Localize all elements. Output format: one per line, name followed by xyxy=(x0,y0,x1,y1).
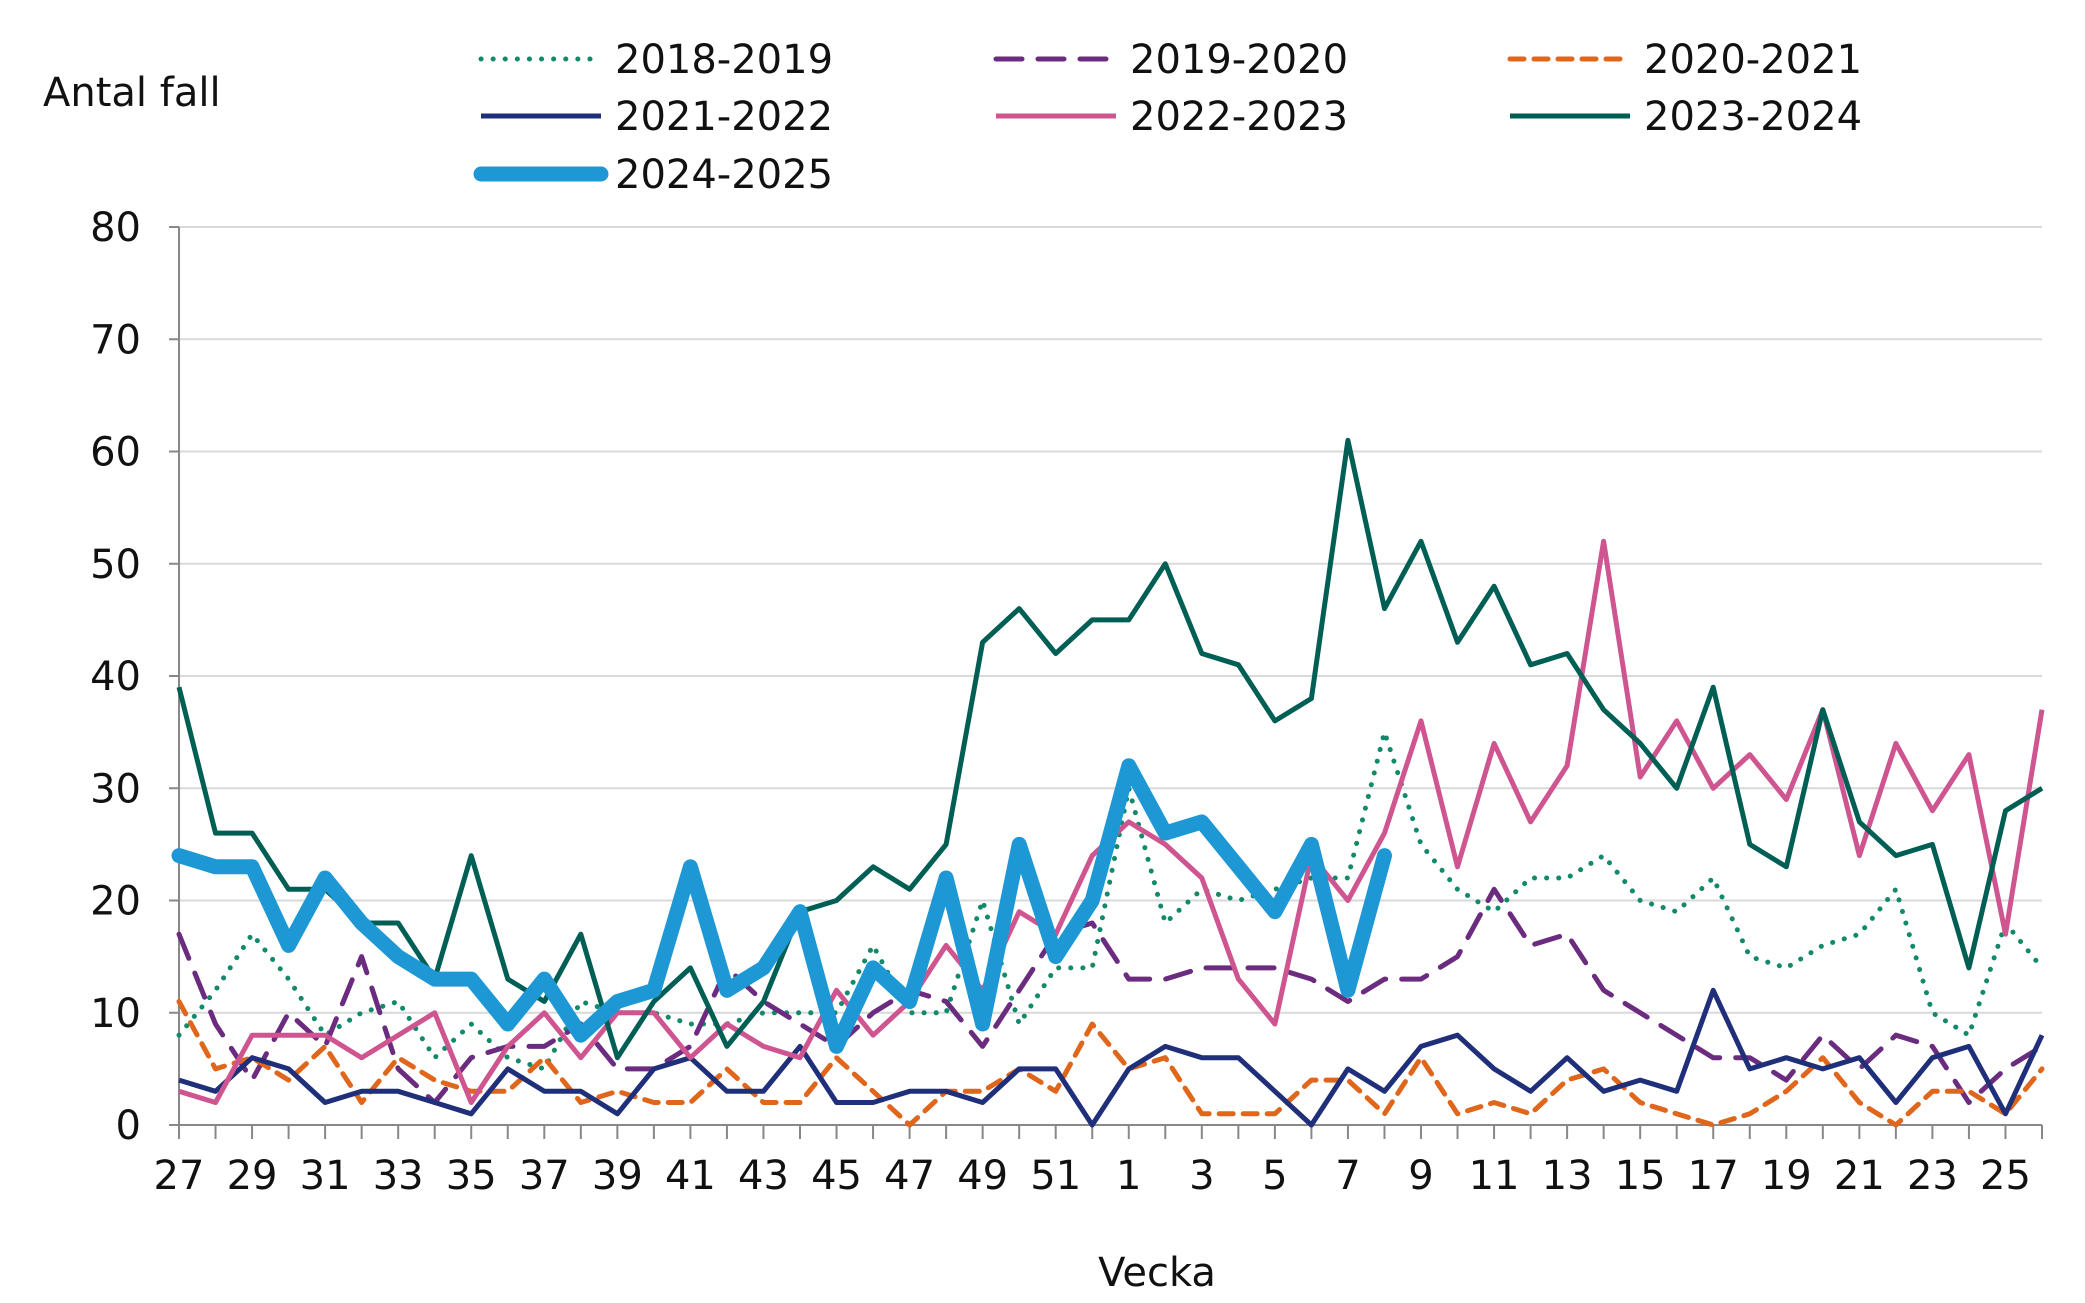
series-lines xyxy=(171,437,2045,1128)
legend-label: 2020-2021 xyxy=(1644,37,1862,83)
y-axis-label: Antal fall xyxy=(43,70,221,116)
x-tick-label: 47 xyxy=(884,1153,935,1199)
legend-item: 2021-2022 xyxy=(481,94,833,140)
x-tick-label: 39 xyxy=(592,1153,643,1199)
x-tick-label: 5 xyxy=(1262,1153,1287,1199)
x-tick-label: 25 xyxy=(1980,1153,2031,1199)
x-tick-label: 35 xyxy=(446,1153,497,1199)
x-tick-label: 13 xyxy=(1542,1153,1593,1199)
y-tick-label: 30 xyxy=(90,766,141,812)
x-tick-label: 11 xyxy=(1469,1153,1520,1199)
legend: 2018-2019 2019-2020 2020-2021 2021-2022 2022… xyxy=(473,37,1862,198)
y-tick-label: 0 xyxy=(116,1103,141,1149)
x-tick-label: 1 xyxy=(1116,1153,1141,1199)
y-tick-label: 10 xyxy=(90,991,141,1037)
series-line-2019-2020 xyxy=(176,886,2045,1105)
x-tick-label: 29 xyxy=(227,1153,278,1199)
x-tick-label: 33 xyxy=(373,1153,424,1199)
legend-label: 2019-2020 xyxy=(1130,37,1348,83)
x-tick-label: 3 xyxy=(1189,1153,1214,1199)
x-tick-label: 31 xyxy=(300,1153,351,1199)
legend-item: 2022-2023 xyxy=(996,94,1348,140)
y-tick-label: 60 xyxy=(90,430,141,476)
x-tick-label: 49 xyxy=(957,1153,1008,1199)
legend-label: 2022-2023 xyxy=(1130,94,1348,140)
x-tick-label: 51 xyxy=(1030,1153,1081,1199)
legend-label: 2021-2022 xyxy=(615,94,833,140)
series-line-2018-2019 xyxy=(176,729,2045,1072)
y-tick-label: 70 xyxy=(90,317,141,363)
x-tick-label: 23 xyxy=(1907,1153,1958,1199)
gridlines xyxy=(179,226,2042,1014)
legend-item: 2024-2025 xyxy=(473,152,833,198)
x-tick-label: 37 xyxy=(519,1153,570,1199)
legend-label: 2018-2019 xyxy=(615,37,833,83)
y-tick-label: 80 xyxy=(90,205,141,251)
y-axis-ticks: 0 10 20 30 40 50 60 70 80 xyxy=(90,205,180,1149)
x-tick-label: 17 xyxy=(1688,1153,1739,1199)
x-axis-ticks: 27 29 31 33 35 37 39 41 43 45 47 49 51 1 3 5 7 9 11 13 15 17 1… xyxy=(154,1124,2043,1199)
x-tick-label: 41 xyxy=(665,1153,716,1199)
y-tick-label: 50 xyxy=(90,542,141,588)
x-tick-label: 27 xyxy=(154,1153,205,1199)
x-tick-label: 43 xyxy=(738,1153,789,1199)
legend-item: 2023-2024 xyxy=(1510,94,1862,140)
x-tick-label: 19 xyxy=(1761,1153,1812,1199)
x-tick-label: 9 xyxy=(1408,1153,1433,1199)
y-tick-label: 20 xyxy=(90,879,141,925)
x-tick-label: 21 xyxy=(1834,1153,1885,1199)
x-axis-label: Vecka xyxy=(1098,1250,1216,1296)
legend-item: 2018-2019 xyxy=(478,37,833,83)
legend-label: 2023-2024 xyxy=(1644,94,1862,140)
x-tick-label: 45 xyxy=(811,1153,862,1199)
legend-item: 2019-2020 xyxy=(993,37,1348,83)
x-tick-label: 7 xyxy=(1335,1153,1360,1199)
series-line-2023-2024 xyxy=(176,437,2044,1061)
y-tick-label: 40 xyxy=(90,654,141,700)
series-line-2021-2022 xyxy=(178,987,2045,1128)
legend-label: 2024-2025 xyxy=(615,152,833,198)
series-line-2024-2025 xyxy=(171,758,1392,1054)
legend-item: 2020-2021 xyxy=(1507,37,1862,83)
x-tick-label: 15 xyxy=(1615,1153,1666,1199)
